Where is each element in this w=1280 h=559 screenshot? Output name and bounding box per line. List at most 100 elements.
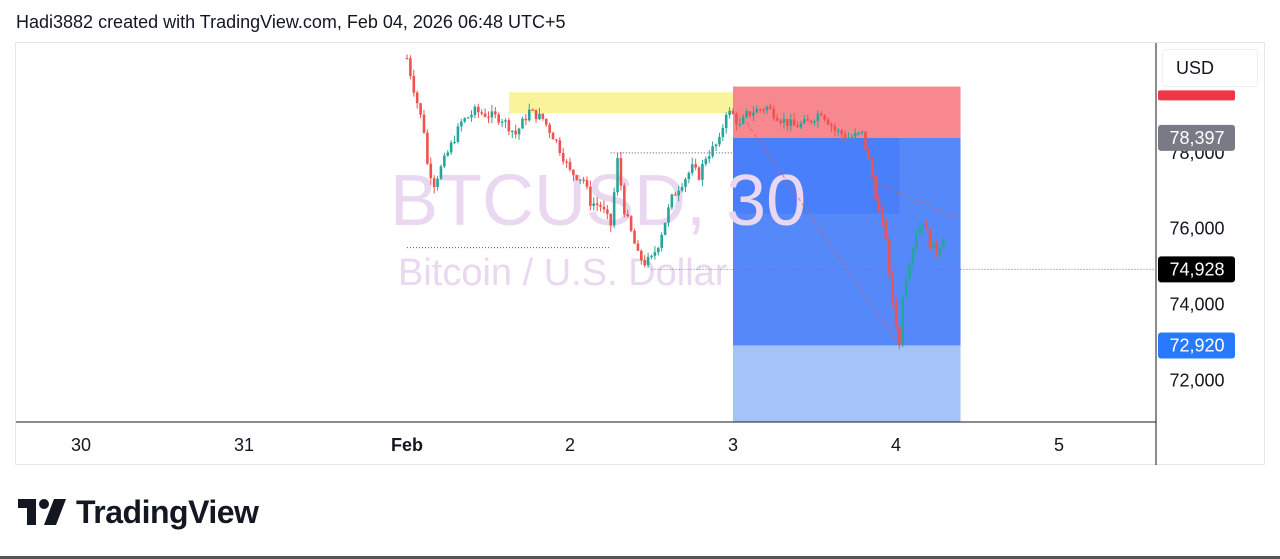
candle-body xyxy=(813,121,816,123)
candle-body xyxy=(493,111,497,115)
candle-body xyxy=(565,161,568,163)
candle-body xyxy=(792,119,796,126)
target-price-label-bg xyxy=(1158,332,1235,359)
candle-body xyxy=(735,113,738,125)
candle-body xyxy=(921,224,925,228)
chart-header: Hadi3882 created with TradingView.com, F… xyxy=(16,12,566,32)
reference-lines xyxy=(407,122,1156,346)
candle-body xyxy=(843,134,847,139)
candle-body xyxy=(589,186,592,206)
candle-body xyxy=(551,132,555,140)
candle-body xyxy=(646,256,650,266)
candle-body xyxy=(409,58,412,76)
candle-body xyxy=(894,301,898,327)
candle-body xyxy=(782,119,786,123)
candle-body xyxy=(911,248,915,264)
candle-body xyxy=(752,112,755,116)
candle-body xyxy=(762,109,765,111)
candle-body xyxy=(714,144,718,147)
candle-body xyxy=(572,169,575,176)
candle-body xyxy=(480,112,484,114)
candle-body xyxy=(786,119,789,126)
tradingview-logo-icon xyxy=(18,498,66,525)
watermark-description: Bitcoin / U.S. Dollar xyxy=(398,252,728,294)
candle-body xyxy=(534,109,538,120)
candle-body xyxy=(850,136,854,139)
candle-body xyxy=(500,121,504,123)
price-chart[interactable]: BTCUSD, 30 Bitcoin / U.S. Dollar 30 31 Feb… xyxy=(0,0,1280,470)
candle-body xyxy=(809,120,813,123)
candle-body xyxy=(640,250,643,261)
target-price-label: 72,920 xyxy=(1169,335,1224,355)
candle-body xyxy=(711,146,714,157)
candle-body xyxy=(836,130,840,132)
candle-body xyxy=(938,247,942,255)
candle-body xyxy=(443,155,446,167)
candle-body xyxy=(660,234,663,248)
candle-body xyxy=(697,167,701,180)
candle-body xyxy=(772,108,776,119)
candle-body xyxy=(684,179,687,187)
candle-body xyxy=(422,114,426,133)
candle-body xyxy=(514,130,517,135)
candle-body xyxy=(765,106,769,111)
candle-body xyxy=(653,252,657,256)
candle-body xyxy=(789,119,793,126)
candle-body xyxy=(904,280,908,298)
candle-body xyxy=(470,114,473,118)
target-extension-zone xyxy=(733,345,961,422)
candle-body xyxy=(453,141,456,144)
candle-body xyxy=(891,273,894,302)
candle-body xyxy=(650,255,653,257)
x-tick-label: 5 xyxy=(1054,435,1064,455)
target-zone-overlay xyxy=(733,137,961,346)
candle-body xyxy=(504,120,507,122)
candle-body xyxy=(775,118,779,121)
candle-body xyxy=(633,230,636,244)
candle-body xyxy=(544,118,548,125)
candle-body xyxy=(555,139,558,141)
candle-body xyxy=(524,118,528,121)
x-tick-label: Feb xyxy=(391,435,423,455)
candle-body xyxy=(643,260,647,266)
candle-body xyxy=(446,152,450,156)
currency-button[interactable]: USD xyxy=(1162,49,1258,87)
candle-body xyxy=(867,149,871,160)
candle-body xyxy=(626,214,630,217)
candle-body xyxy=(769,106,772,109)
candle-body xyxy=(840,130,843,135)
candle-body xyxy=(609,213,613,226)
candle-body xyxy=(918,227,922,236)
candle-body xyxy=(796,125,799,128)
stop-price-label xyxy=(1158,90,1235,101)
candle-body xyxy=(548,124,551,133)
tradingview-logo[interactable]: TradingView xyxy=(18,494,259,531)
candle-body xyxy=(915,235,918,249)
y-tick-label: 72,000 xyxy=(1169,370,1224,390)
candle-body xyxy=(483,113,487,117)
candle-body xyxy=(487,116,490,118)
candle-body xyxy=(599,205,602,207)
entry-price-label: 78,397 xyxy=(1169,128,1224,148)
candle-body xyxy=(623,185,626,215)
candle-body xyxy=(561,152,565,162)
candle-body xyxy=(721,128,725,137)
candle-body xyxy=(517,128,521,135)
current-price-label: 74,928 xyxy=(1169,259,1224,279)
candle-body xyxy=(592,203,596,206)
candle-body xyxy=(755,109,759,113)
candle-body xyxy=(741,117,745,124)
candle-body xyxy=(670,194,674,208)
projection-line xyxy=(746,122,900,346)
candle-body xyxy=(667,207,670,223)
candle-body xyxy=(718,136,721,145)
target-zone xyxy=(733,137,961,346)
candle-body xyxy=(874,175,877,200)
candle-body xyxy=(510,130,514,132)
candle-body xyxy=(656,247,660,253)
candle-body xyxy=(826,119,830,125)
candle-body xyxy=(925,224,928,229)
candle-body xyxy=(412,75,416,93)
watermark-symbol: BTCUSD, 30 xyxy=(390,161,806,241)
candle-body xyxy=(707,156,711,159)
